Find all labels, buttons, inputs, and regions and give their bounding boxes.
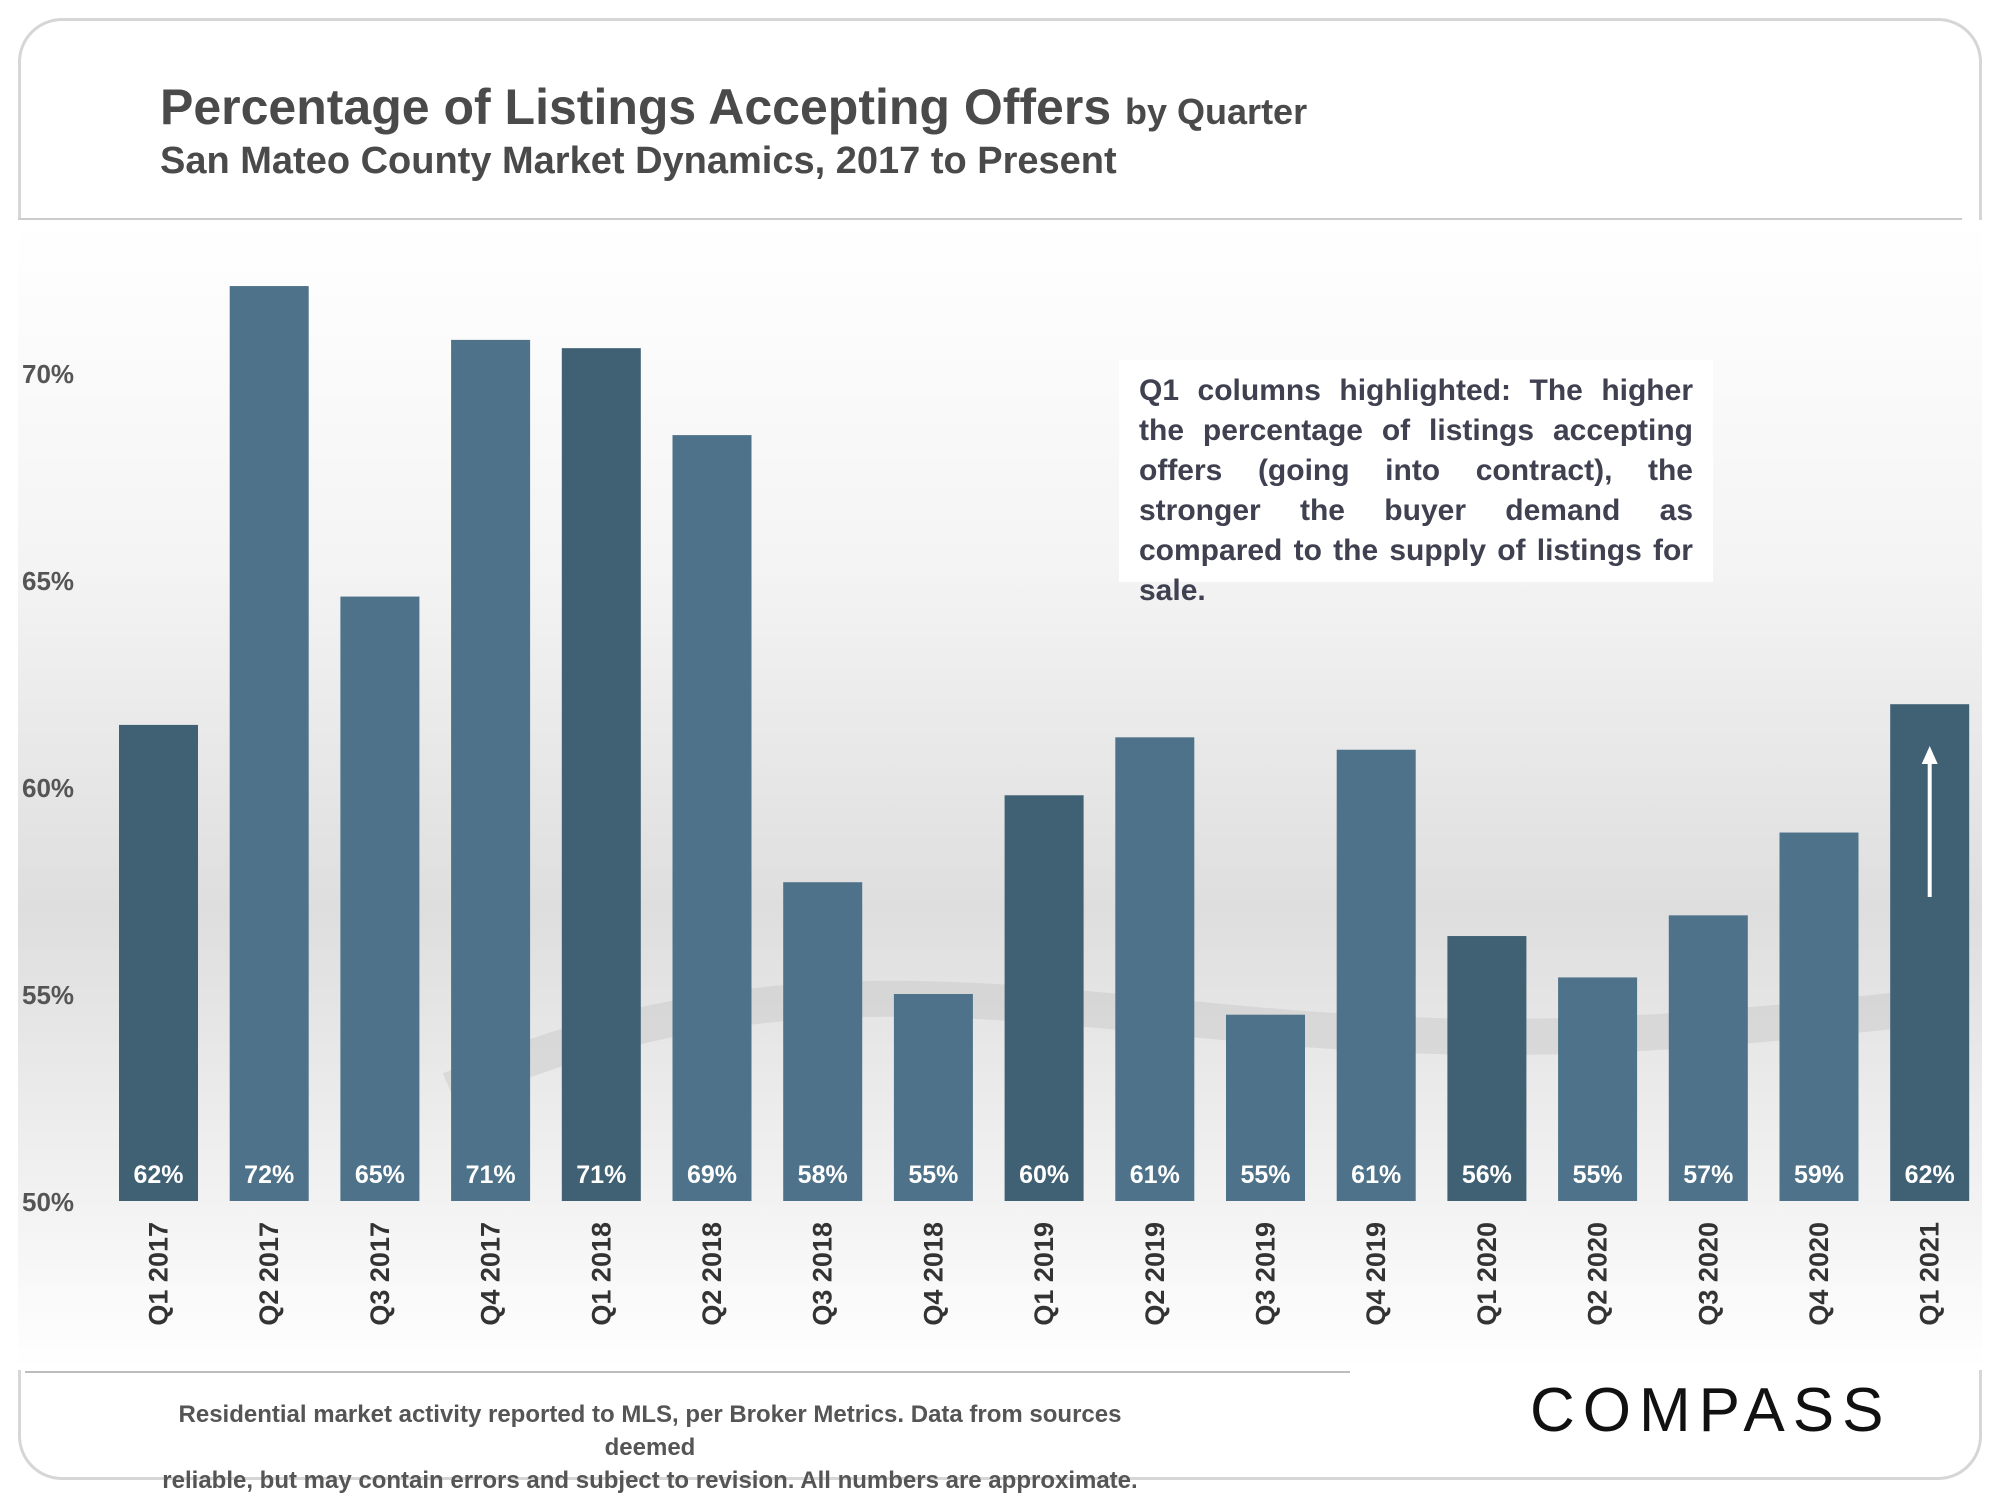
x-tick-label: Q1 2020 (1472, 1222, 1502, 1326)
bar (1558, 977, 1638, 1201)
footer-line-1: Residential market activity reported to … (178, 1401, 1122, 1461)
bar (340, 596, 420, 1201)
x-tick-label: Q2 2019 (1140, 1222, 1170, 1326)
bar (229, 286, 309, 1201)
bar-data-label: 69% (687, 1161, 737, 1189)
x-tick-label: Q1 2017 (144, 1222, 174, 1326)
x-tick-label: Q1 2021 (1915, 1222, 1945, 1326)
chart-title-main: Percentage of Listings Accepting Offers (160, 79, 1112, 135)
footer-divider (25, 1371, 1350, 1373)
bar-data-label: 57% (1683, 1161, 1733, 1189)
y-tick-label: 55% (22, 980, 74, 1010)
chart-title: Percentage of Listings Accepting Offers … (160, 78, 1307, 136)
bar (1336, 749, 1416, 1201)
x-tick-label: Q3 2018 (808, 1222, 838, 1326)
bar (1226, 1014, 1305, 1201)
x-tick-label: Q2 2017 (254, 1222, 284, 1326)
bar-data-label: 61% (1130, 1161, 1180, 1189)
bar (1004, 795, 1084, 1201)
y-tick-label: 70% (22, 359, 74, 389)
arrow-head-icon (1921, 746, 1938, 764)
bar-data-label: 71% (576, 1161, 626, 1189)
chart-subtitle: San Mateo County Market Dynamics, 2017 t… (160, 140, 1117, 182)
bar-data-label: 60% (1019, 1161, 1069, 1189)
bar-data-label: 72% (244, 1161, 294, 1189)
bar (119, 724, 198, 1201)
y-tick-label: 50% (22, 1187, 74, 1217)
x-tick-label: Q4 2018 (918, 1222, 948, 1326)
footer-note: Residential market activity reported to … (150, 1398, 1150, 1497)
y-tick-label: 60% (22, 773, 74, 803)
chart-title-suffix: by Quarter (1125, 91, 1308, 132)
x-tick-label: Q4 2019 (1361, 1222, 1391, 1326)
bar (561, 348, 641, 1201)
bar-data-label: 55% (1573, 1161, 1623, 1189)
header-divider (18, 218, 1962, 220)
x-tick-label: Q4 2020 (1804, 1222, 1834, 1326)
footer-line-2: reliable, but may contain errors and sub… (162, 1467, 1138, 1494)
x-tick-label: Q3 2017 (365, 1222, 395, 1326)
bar (1115, 737, 1195, 1201)
bar (672, 435, 752, 1202)
bar-data-label: 71% (466, 1161, 516, 1189)
compass-logo: COMPASS (1530, 1376, 1892, 1445)
x-tick-label: Q3 2019 (1251, 1222, 1281, 1326)
x-tick-label: Q2 2020 (1583, 1222, 1613, 1326)
bar (1447, 936, 1527, 1201)
bar (451, 339, 531, 1201)
bar-data-label: 55% (908, 1161, 958, 1189)
bar-data-label: 55% (1240, 1161, 1290, 1189)
annotation-box: Q1 columns highlighted: The higher the p… (1119, 360, 1713, 607)
bar (1779, 832, 1859, 1201)
bar (893, 994, 973, 1201)
x-tick-label: Q2 2018 (697, 1222, 727, 1326)
x-tick-label: Q4 2017 (476, 1222, 506, 1326)
bar-data-label: 58% (798, 1161, 848, 1189)
bar-data-label: 65% (355, 1161, 405, 1189)
bar (783, 882, 863, 1201)
bar-data-label: 59% (1794, 1161, 1844, 1189)
x-tick-label: Q1 2019 (1029, 1222, 1059, 1326)
bar-data-label: 61% (1351, 1161, 1401, 1189)
bar-data-label: 62% (1905, 1161, 1955, 1189)
x-tick-label: Q3 2020 (1693, 1222, 1723, 1326)
x-tick-label: Q1 2018 (586, 1222, 616, 1326)
bar-data-label: 62% (133, 1161, 183, 1189)
bar (1668, 915, 1748, 1201)
bar-data-label: 56% (1462, 1161, 1512, 1189)
y-tick-label: 65% (22, 566, 74, 596)
